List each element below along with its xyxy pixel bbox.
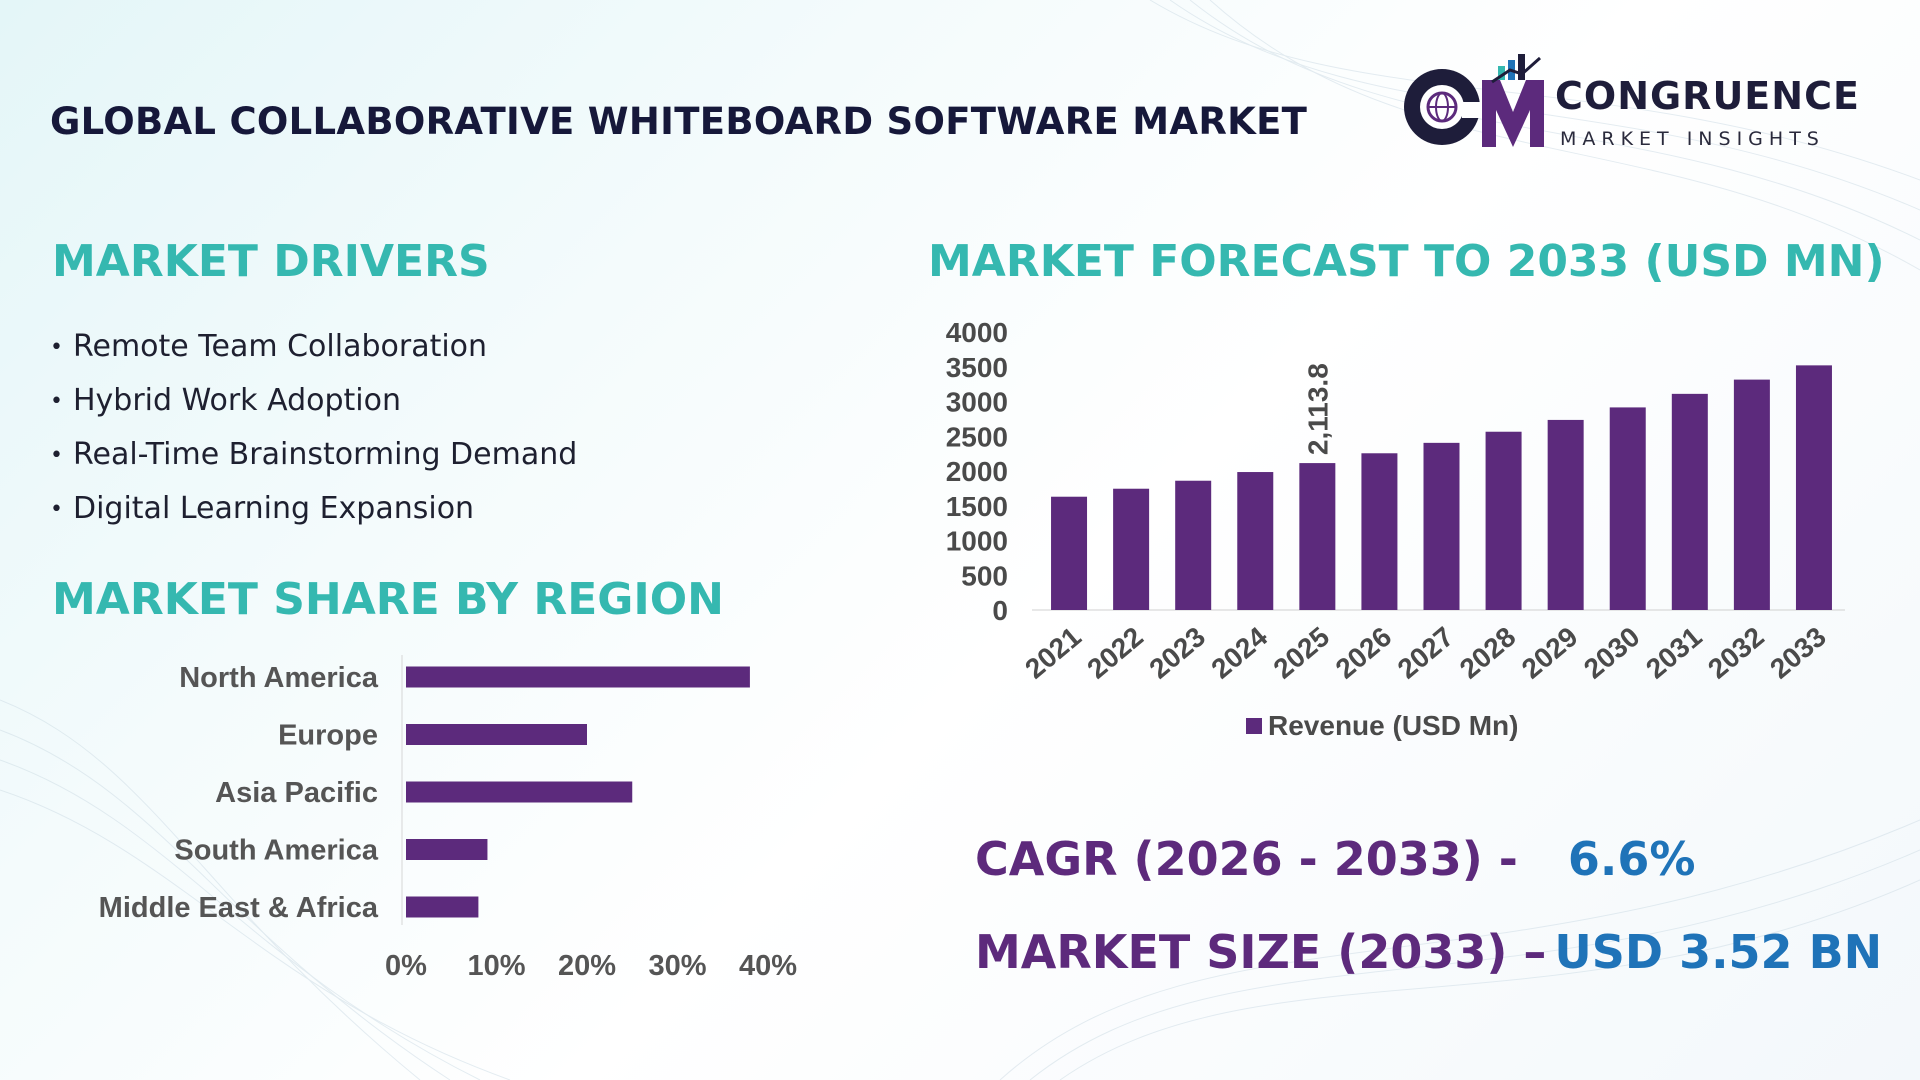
x-tick-label: 10%	[467, 950, 525, 982]
market-size-value: USD 3.52 BN	[1554, 925, 1883, 979]
x-tick-label: 2025	[1268, 621, 1336, 685]
forecast-bar	[1299, 463, 1336, 610]
x-tick-label: 2022	[1081, 621, 1149, 685]
x-tick-label: 2029	[1516, 621, 1584, 685]
forecast-chart: 0500100015002000250030003500400020212022…	[946, 317, 1845, 741]
forecast-bar	[1485, 431, 1522, 610]
x-tick-label: 2032	[1702, 621, 1770, 685]
company-logo: CONGRUENCE MARKET INSIGHTS	[1400, 52, 1880, 157]
x-tick-label: 20%	[558, 950, 616, 982]
y-tick-label: 1000	[946, 526, 1008, 557]
forecast-bar	[1237, 472, 1274, 610]
y-tick-label: 3500	[946, 352, 1008, 383]
forecast-bar	[1795, 365, 1832, 610]
logo-mark-icon	[1404, 54, 1544, 147]
cagr-label: CAGR (2026 - 2033) -	[975, 832, 1518, 886]
x-tick-label: 2027	[1392, 621, 1460, 685]
cagr-value: 6.6%	[1567, 832, 1696, 886]
x-tick-label: 2033	[1764, 621, 1832, 685]
region-label: North America	[179, 662, 379, 694]
x-tick-label: 2023	[1143, 621, 1211, 685]
forecast-bar	[1671, 393, 1708, 610]
market-size-label: MARKET SIZE (2033) –	[975, 925, 1547, 979]
region-label: Europe	[278, 720, 378, 752]
x-tick-label: 0%	[385, 950, 427, 982]
forecast-bar	[1175, 480, 1212, 610]
region-label: South America	[174, 835, 378, 867]
market-drivers-list: Remote Team Collaboration Hybrid Work Ad…	[50, 320, 577, 536]
region-label: Asia Pacific	[215, 777, 378, 809]
x-tick-label: 30%	[648, 950, 706, 982]
x-tick-label: 2030	[1578, 621, 1646, 685]
y-tick-label: 3000	[946, 387, 1008, 418]
legend-label: Revenue (USD Mn)	[1268, 710, 1518, 741]
x-tick-label: 2021	[1019, 621, 1087, 685]
driver-item: Remote Team Collaboration	[50, 320, 577, 374]
forecast-bar	[1113, 488, 1150, 610]
forecast-bar	[1051, 496, 1088, 610]
forecast-heading: MARKET FORECAST TO 2033 (USD MN)	[928, 236, 1885, 287]
driver-item: Real-Time Brainstorming Demand	[50, 428, 577, 482]
x-tick-label: 40%	[739, 950, 797, 982]
region-share-chart: North America Europe Asia Pacific South Ame…	[99, 655, 797, 982]
cagr-kpi: CAGR (2026 - 2033) - 6.6%	[975, 832, 1695, 886]
market-drivers-heading: MARKET DRIVERS	[52, 236, 490, 287]
region-bar	[406, 781, 633, 803]
forecast-bar	[1547, 419, 1584, 610]
y-tick-label: 4000	[946, 317, 1008, 348]
y-tick-label: 2500	[946, 421, 1008, 452]
y-tick-label: 2000	[946, 456, 1008, 487]
region-share-heading: MARKET SHARE BY REGION	[52, 574, 724, 625]
region-label: Middle East & Africa	[99, 892, 379, 924]
driver-item: Hybrid Work Adoption	[50, 374, 577, 428]
region-bar	[406, 839, 488, 860]
forecast-bar	[1423, 442, 1460, 610]
x-tick-label: 2028	[1454, 621, 1522, 685]
page-title: GLOBAL COLLABORATIVE WHITEBOARD SOFTWARE…	[50, 100, 1308, 143]
x-tick-label: 2026	[1330, 621, 1398, 685]
logo-name: CONGRUENCE	[1555, 74, 1860, 118]
region-bar	[406, 896, 479, 918]
driver-item: Digital Learning Expansion	[50, 482, 577, 536]
x-tick-label: 2024	[1205, 621, 1273, 685]
forecast-bar	[1361, 453, 1398, 610]
region-bar	[406, 724, 587, 745]
region-bar	[406, 666, 750, 688]
forecast-bar	[1609, 407, 1646, 610]
y-tick-label: 0	[992, 595, 1008, 626]
market-size-kpi: MARKET SIZE (2033) – USD 3.52 BN	[975, 925, 1882, 979]
forecast-bar	[1733, 379, 1770, 610]
x-tick-label: 2031	[1640, 621, 1708, 685]
y-tick-label: 500	[961, 560, 1008, 591]
legend-swatch	[1246, 718, 1262, 734]
logo-tagline: MARKET INSIGHTS	[1560, 128, 1825, 150]
data-label: 2,113.8	[1302, 363, 1333, 455]
y-tick-label: 1500	[946, 491, 1008, 522]
